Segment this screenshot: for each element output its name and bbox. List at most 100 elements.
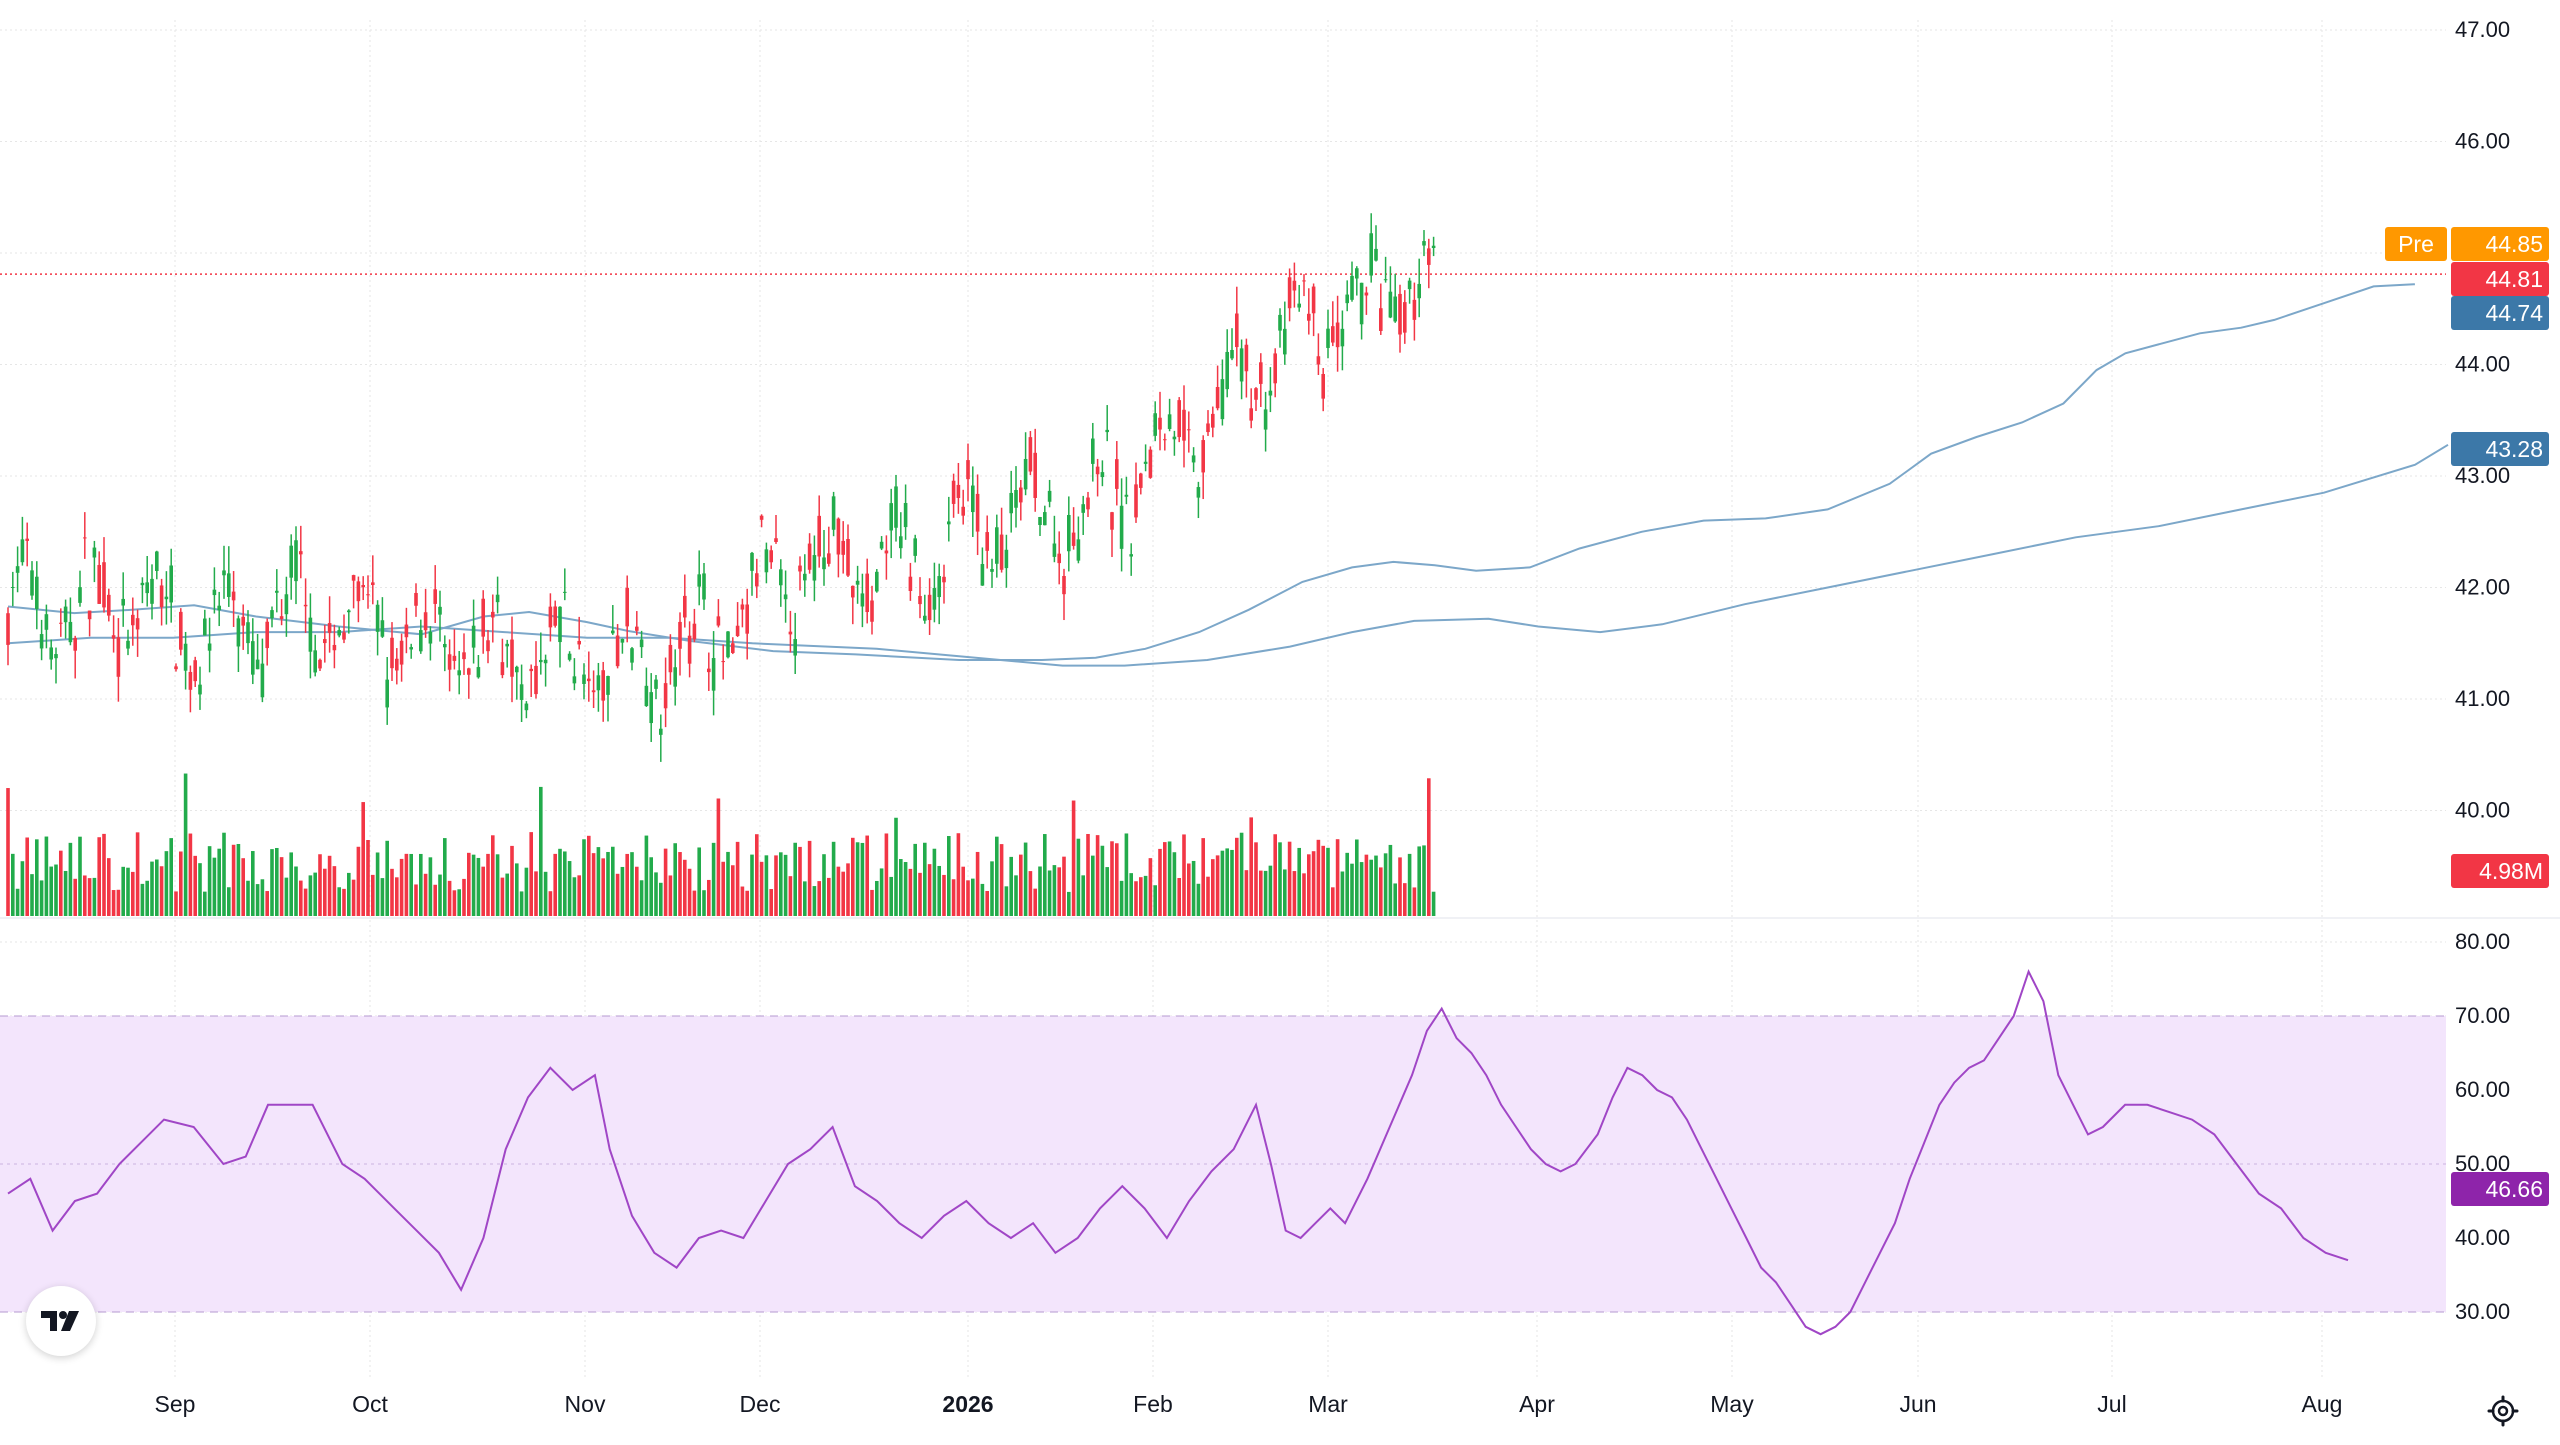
volume-bar (745, 890, 749, 916)
price-label-prefix-box (2385, 227, 2447, 261)
price-tick-label: 40.00 (2455, 798, 2510, 823)
candle-body (1273, 353, 1277, 384)
candle-body (183, 643, 188, 671)
volume-bar (1129, 873, 1133, 916)
candle-body (591, 690, 596, 693)
volume-bar (971, 878, 975, 916)
volume-bar (1379, 867, 1383, 916)
candle-body (198, 684, 202, 695)
volume-bar (246, 880, 250, 916)
volume-bar (947, 836, 951, 916)
candle-body (409, 647, 413, 650)
candle-body (807, 543, 812, 570)
volume-bar (1350, 863, 1354, 916)
volume-bar (1398, 857, 1402, 916)
volume-bar (519, 891, 524, 916)
candle-body (279, 616, 284, 619)
candle-body (44, 614, 49, 630)
volume-bar (30, 874, 34, 916)
candle-body (1331, 326, 1335, 343)
volume-bar (1172, 852, 1177, 916)
candle-body (1139, 473, 1143, 488)
candle-body (49, 647, 53, 660)
volume-bar (174, 891, 178, 916)
candle-body (1076, 539, 1081, 561)
volume-bar (726, 851, 730, 916)
candle-body (519, 684, 524, 700)
volume-bar (207, 846, 212, 916)
volume-bar (711, 842, 716, 916)
volume-bar (1259, 870, 1263, 916)
volume-bar (1230, 849, 1234, 916)
candle-body (222, 570, 226, 576)
volume-bar (1158, 848, 1162, 916)
candle-body (1038, 516, 1042, 526)
candle-body (726, 631, 730, 658)
candle-body (1211, 413, 1215, 428)
volume-bar (1067, 891, 1071, 916)
volume-bar (443, 838, 447, 916)
candle-body (1292, 280, 1297, 291)
tradingview-logo[interactable] (26, 1286, 96, 1356)
volume-bar (135, 832, 140, 916)
candle-body (913, 538, 917, 556)
candle-body (97, 564, 101, 604)
volume-bar (1278, 842, 1282, 916)
volume-bar (1019, 854, 1023, 916)
candle-body (135, 618, 140, 630)
candle-body (1225, 351, 1229, 390)
candle-body (788, 631, 793, 635)
volume-bar (577, 875, 581, 916)
candle-body (164, 596, 169, 600)
candle-body (937, 576, 941, 598)
settings-button[interactable] (2482, 1390, 2524, 1432)
candle-body (587, 678, 591, 682)
candle-body (1052, 543, 1057, 557)
volume-bar (1273, 834, 1277, 916)
candle-body (102, 562, 106, 608)
candle-body (1091, 438, 1095, 464)
candle-body (59, 622, 63, 624)
volume-bar (203, 891, 207, 916)
volume-bar (932, 848, 937, 916)
volume-bar (1335, 839, 1340, 916)
candle-body (798, 565, 802, 572)
volume-bar (68, 842, 73, 916)
candle-body (347, 610, 351, 613)
volume-bar (279, 857, 284, 916)
candle-body (284, 594, 289, 615)
volume-bar (548, 891, 553, 916)
volume-bar (332, 866, 337, 916)
volume-bar (855, 842, 860, 916)
candle-body (188, 671, 193, 690)
candle-body (452, 655, 457, 661)
volume-bar (697, 847, 701, 916)
volume-bar (1153, 885, 1157, 916)
price-label-text: 44.81 (2485, 266, 2543, 292)
candle-body (1220, 379, 1225, 420)
volume-bar (759, 861, 764, 916)
volume-bar (270, 849, 274, 916)
volume-bar (1403, 883, 1407, 916)
candle-body (447, 654, 452, 670)
candle-body (827, 553, 831, 564)
candle-body (860, 593, 865, 607)
candle-body (1407, 280, 1412, 290)
volume-bar (452, 890, 457, 916)
candle-body (313, 650, 317, 673)
volume-bar (678, 852, 682, 916)
candle-body (6, 613, 10, 645)
candle-body (1345, 294, 1349, 304)
price-label-text: 44.74 (2485, 300, 2543, 326)
candle-body (923, 615, 927, 621)
volume-bar (140, 883, 145, 916)
time-tick-label: Apr (1519, 1391, 1555, 1417)
candle-body (697, 574, 701, 587)
candle-body (155, 551, 159, 571)
candle-body (111, 635, 116, 639)
candle-body (375, 604, 380, 632)
candle-body (1110, 512, 1114, 530)
volume-bar (342, 888, 346, 916)
candle-body (524, 703, 529, 711)
